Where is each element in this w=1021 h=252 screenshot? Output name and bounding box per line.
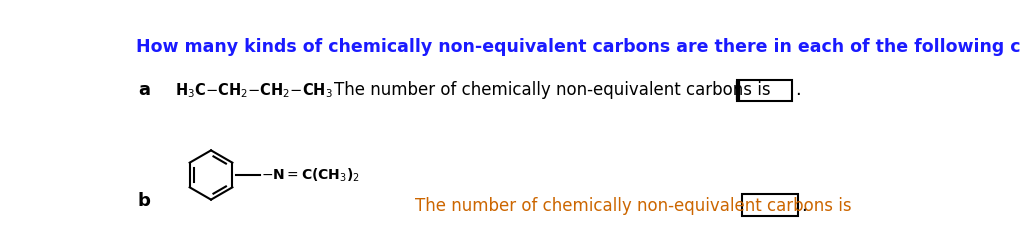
Text: b: b xyxy=(138,192,151,210)
Text: H$_3$C$-$CH$_2$$-$CH$_2$$-$CH$_3$: H$_3$C$-$CH$_2$$-$CH$_2$$-$CH$_3$ xyxy=(175,81,333,100)
Text: a: a xyxy=(138,81,150,99)
Text: How many kinds of chemically non-equivalent carbons are there in each of the fol: How many kinds of chemically non-equival… xyxy=(137,38,1021,56)
Text: $-$N$=$C(CH$_3$)$_2$: $-$N$=$C(CH$_3$)$_2$ xyxy=(261,166,360,184)
Text: The number of chemically non-equivalent carbons is: The number of chemically non-equivalent … xyxy=(334,81,771,99)
Text: .: . xyxy=(795,81,801,99)
Bar xyxy=(737,80,792,101)
Text: The number of chemically non-equivalent carbons is: The number of chemically non-equivalent … xyxy=(416,197,852,215)
Bar xyxy=(742,194,797,216)
Text: .: . xyxy=(800,197,807,215)
